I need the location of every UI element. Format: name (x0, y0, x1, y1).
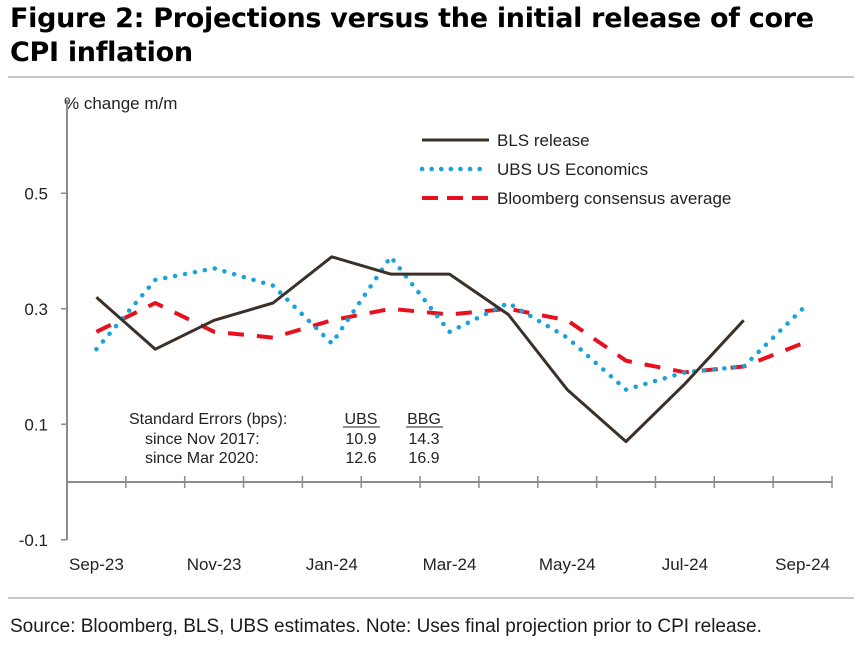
y-tick-label: -0.1 (19, 531, 48, 550)
se-value: 10.9 (345, 431, 376, 448)
legend-label: UBS US Economics (497, 160, 648, 179)
se-value: 14.3 (408, 431, 439, 448)
bloomberg-consensus-line (95, 301, 804, 375)
x-tick-label: Sep-23 (69, 555, 124, 574)
y-tick-label: 0.5 (24, 184, 48, 203)
x-tick-label: Sep-24 (775, 555, 830, 574)
series-lines (94, 254, 805, 444)
y-tick-label: 0.1 (24, 415, 48, 434)
y-tick-label: 0.3 (24, 300, 48, 319)
x-tick-label: May-24 (539, 555, 596, 574)
line-chart: % change m/m -0.1 0.1 0.3 0.5 Sep-23 Nov-23 J… (19, 94, 833, 574)
bottom-divider (8, 597, 854, 599)
ubs-forecast-line (94, 254, 805, 392)
y-ticks: -0.1 0.1 0.3 0.5 (19, 184, 67, 550)
se-column-header: BBG (407, 411, 441, 428)
x-ticks: Sep-23 Nov-23 Jan-24 Mar-24 May-24 Jul-24 Sep-… (69, 476, 833, 574)
axes (66, 100, 832, 540)
se-value: 12.6 (345, 450, 376, 467)
x-tick-label: Nov-23 (187, 555, 242, 574)
se-column-header: UBS (345, 411, 378, 428)
se-row-label: since Mar 2020: (145, 450, 259, 467)
se-row-label: since Nov 2017: (145, 431, 260, 448)
x-tick-label: Jan-24 (306, 555, 358, 574)
standard-errors-annotation: Standard Errors (bps): UBS BBG since Nov 20… (129, 411, 443, 467)
bls-release-line (95, 255, 745, 444)
legend: BLS release UBS US Economics Bloomberg con… (419, 131, 731, 208)
top-divider (8, 76, 854, 78)
y-axis-label: % change m/m (64, 94, 177, 113)
x-tick-label: Jul-24 (662, 555, 708, 574)
legend-label: Bloomberg consensus average (497, 189, 731, 208)
figure-title: Figure 2: Projections versus the initial… (10, 3, 814, 68)
source-note: Source: Bloomberg, BLS, UBS estimates. N… (10, 616, 762, 637)
x-tick-label: Mar-24 (423, 555, 477, 574)
se-header: Standard Errors (bps): (129, 411, 287, 428)
legend-label: BLS release (497, 131, 590, 150)
se-value: 16.9 (408, 450, 439, 467)
